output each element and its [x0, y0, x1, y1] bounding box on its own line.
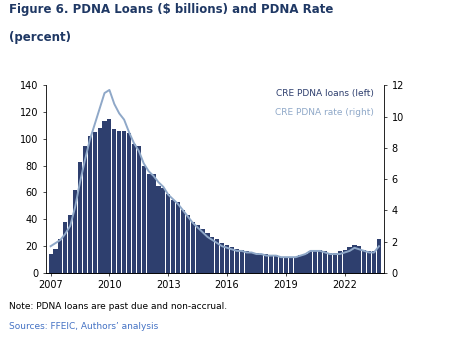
Text: Note: PDNA loans are past due and non-accrual.: Note: PDNA loans are past due and non-ac…: [9, 302, 227, 311]
Bar: [83, 146, 87, 273]
Bar: [215, 239, 219, 273]
Bar: [255, 253, 259, 273]
Bar: [122, 131, 126, 273]
Bar: [191, 222, 195, 273]
Bar: [117, 131, 121, 273]
Bar: [78, 162, 82, 273]
Bar: [156, 186, 160, 273]
Bar: [269, 255, 273, 273]
Bar: [230, 247, 234, 273]
Bar: [274, 255, 278, 273]
Text: CRE PDNA loans (left): CRE PDNA loans (left): [276, 89, 374, 98]
Bar: [88, 136, 92, 273]
Bar: [333, 253, 337, 273]
Bar: [166, 194, 170, 273]
Bar: [328, 253, 332, 273]
Bar: [112, 130, 117, 273]
Bar: [367, 251, 371, 273]
Bar: [48, 254, 53, 273]
Bar: [308, 251, 313, 273]
Bar: [127, 133, 131, 273]
Bar: [250, 253, 254, 273]
Bar: [303, 254, 308, 273]
Bar: [357, 246, 361, 273]
Bar: [235, 249, 239, 273]
Bar: [132, 144, 136, 273]
Bar: [352, 245, 356, 273]
Bar: [372, 251, 376, 273]
Bar: [298, 255, 303, 273]
Bar: [181, 210, 185, 273]
Bar: [201, 228, 205, 273]
Bar: [338, 251, 342, 273]
Bar: [293, 257, 298, 273]
Bar: [142, 166, 146, 273]
Bar: [107, 119, 112, 273]
Bar: [259, 254, 263, 273]
Bar: [151, 174, 155, 273]
Bar: [343, 250, 347, 273]
Bar: [73, 190, 77, 273]
Text: (percent): (percent): [9, 31, 71, 44]
Bar: [377, 239, 381, 273]
Bar: [137, 146, 141, 273]
Text: Sources: FFEIC, Authors’ analysis: Sources: FFEIC, Authors’ analysis: [9, 322, 159, 331]
Bar: [284, 257, 288, 273]
Bar: [313, 250, 317, 273]
Bar: [244, 251, 249, 273]
Bar: [186, 215, 190, 273]
Bar: [279, 257, 283, 273]
Bar: [176, 202, 180, 273]
Bar: [289, 257, 293, 273]
Bar: [220, 243, 224, 273]
Bar: [239, 250, 244, 273]
Bar: [102, 121, 106, 273]
Bar: [68, 215, 72, 273]
Bar: [205, 233, 209, 273]
Bar: [161, 188, 165, 273]
Bar: [93, 132, 97, 273]
Text: CRE PDNA rate (right): CRE PDNA rate (right): [275, 108, 374, 117]
Bar: [63, 222, 67, 273]
Bar: [58, 239, 63, 273]
Bar: [225, 245, 229, 273]
Bar: [264, 254, 268, 273]
Bar: [362, 250, 367, 273]
Bar: [97, 128, 102, 273]
Bar: [323, 251, 327, 273]
Bar: [196, 225, 200, 273]
Text: Figure 6. PDNA Loans ($ billions) and PDNA Rate: Figure 6. PDNA Loans ($ billions) and PD…: [9, 3, 334, 16]
Bar: [347, 247, 351, 273]
Bar: [171, 201, 175, 273]
Bar: [147, 174, 151, 273]
Bar: [53, 249, 58, 273]
Bar: [318, 250, 322, 273]
Bar: [210, 237, 214, 273]
